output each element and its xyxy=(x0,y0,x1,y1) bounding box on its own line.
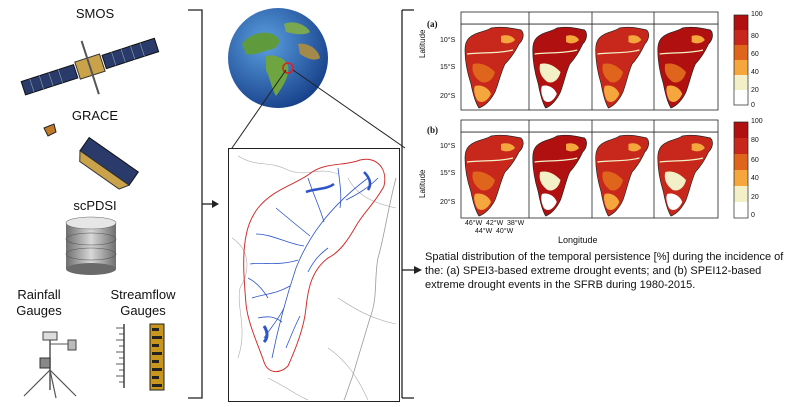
colorbar-a xyxy=(733,14,749,106)
scpdsi-label: scPDSI xyxy=(73,198,117,213)
panel-a-ylabel: Latitude xyxy=(418,29,427,58)
smos-satellite-icon xyxy=(20,37,160,96)
rainfall-gauges-label: Rainfall Gauges xyxy=(16,287,62,318)
panel-b-tag: (b) xyxy=(427,125,438,135)
colorbar-a-tick-60: 60 xyxy=(751,51,759,58)
figure-caption: Spatial distribution of the temporal per… xyxy=(425,251,784,291)
persistence-map-a-e3 xyxy=(595,26,650,109)
colorbar-b-tick-0: 0 xyxy=(751,212,755,219)
smos-label: SMOS xyxy=(75,6,115,21)
panel-b-ylabel: Latitude xyxy=(418,169,427,198)
grace-label: GRACE xyxy=(71,108,119,123)
panel-b-lat-tick-20s: 20°S xyxy=(440,199,456,206)
persistence-map-a-e4 xyxy=(657,26,713,109)
panel-a-lat-tick-10s: 10°S xyxy=(440,37,456,44)
persistence-map-a-e2 xyxy=(532,26,587,109)
colorbar-a-tick-20: 20 xyxy=(751,87,759,94)
lon-tick-46w: 46°W xyxy=(465,220,483,227)
panel-b-lat-tick-15s: 15°S xyxy=(440,170,456,177)
panel-a-lat-tick-20s: 20°S xyxy=(440,93,456,100)
lon-tick-42w: 42°W xyxy=(486,220,504,227)
zoom-connector-lines xyxy=(231,69,406,149)
colorbar-a-tick-80: 80 xyxy=(751,33,759,40)
colorbar-a-tick-0: 0 xyxy=(751,102,755,109)
globe-icon xyxy=(228,8,328,108)
persistence-map-b-e1 xyxy=(464,134,524,217)
persistence-map-b-e2 xyxy=(532,134,587,217)
staff-gauge-icon xyxy=(116,323,165,391)
persistence-maps xyxy=(460,11,749,219)
colorbar-b-tick-20: 20 xyxy=(751,194,759,201)
database-icon xyxy=(65,216,117,275)
panel-a-tag: (a) xyxy=(427,19,438,29)
colorbar-a-tick-40: 40 xyxy=(751,69,759,76)
streamflow-gauges-label: Streamflow Gauges xyxy=(110,287,176,318)
colorbar-b-tick-60: 60 xyxy=(751,157,759,164)
source-bracket xyxy=(188,9,219,399)
colorbar-b-tick-40: 40 xyxy=(751,175,759,182)
colorbar-b-tick-100: 100 xyxy=(751,118,763,125)
lon-tick-40w: 40°W xyxy=(496,228,514,235)
xlabel: Longitude xyxy=(558,235,598,245)
grace-satellite-icon xyxy=(43,123,140,190)
colorbar-a-tick-100: 100 xyxy=(751,11,763,18)
colorbar-b xyxy=(733,121,749,219)
panel-a-lat-tick-15s: 15°S xyxy=(440,64,456,71)
persistence-map-b-e4 xyxy=(657,134,713,217)
lon-tick-44w: 44°W xyxy=(475,228,493,235)
lon-tick-38w: 38°W xyxy=(507,220,525,227)
sfrb-basin-map xyxy=(228,148,400,402)
map-bracket xyxy=(401,9,422,399)
rain-gauge-station-icon xyxy=(23,331,77,399)
persistence-map-b-e3 xyxy=(595,134,650,217)
colorbar-b-tick-80: 80 xyxy=(751,137,759,144)
persistence-map-a-e1 xyxy=(464,26,524,109)
panel-b-lat-tick-10s: 10°S xyxy=(440,143,456,150)
